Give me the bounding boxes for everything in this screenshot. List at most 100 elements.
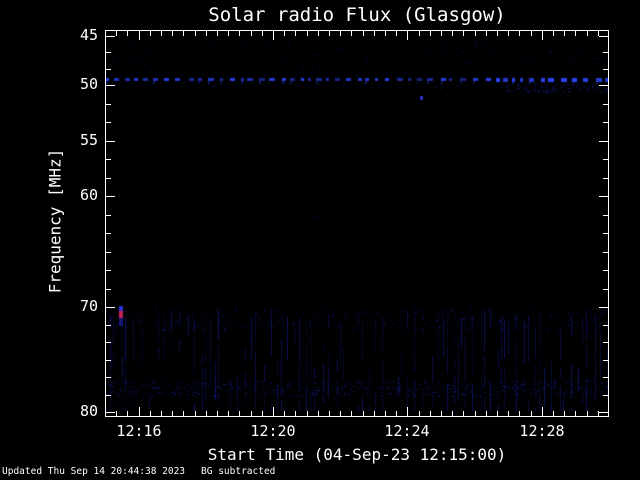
axis-tick [407, 407, 408, 416]
axis-tick [351, 411, 352, 416]
axis-tick [262, 411, 263, 416]
axis-tick [441, 31, 442, 36]
axis-tick [519, 411, 520, 416]
axis-tick [599, 141, 608, 142]
axis-tick [542, 407, 543, 416]
x-tick-label: 12:28 [519, 422, 565, 440]
axis-tick [599, 85, 608, 86]
axis-tick [106, 252, 111, 253]
axis-tick [106, 85, 115, 86]
axis-tick [351, 31, 352, 36]
axis-tick [603, 325, 608, 326]
axis-tick [475, 411, 476, 416]
status-footer: Updated Thu Sep 14 20:44:38 2023 BG subtr… [2, 466, 275, 478]
axis-tick [106, 122, 111, 123]
y-tick-label: 80 [79, 402, 98, 420]
axis-tick [106, 325, 111, 326]
axis-tick [228, 31, 229, 36]
axis-tick [295, 31, 296, 36]
y-tick-label: 55 [79, 131, 98, 149]
axis-tick [575, 411, 576, 416]
axis-tick [603, 104, 608, 105]
axis-tick [497, 411, 498, 416]
axis-tick [340, 31, 341, 36]
axis-tick [150, 411, 151, 416]
axis-tick [385, 31, 386, 36]
axis-tick [603, 122, 608, 123]
axis-tick [172, 411, 173, 416]
axis-tick [329, 31, 330, 36]
axis-tick [116, 411, 117, 416]
axis-tick [603, 289, 608, 290]
axis-tick [374, 31, 375, 36]
axis-tick [430, 31, 431, 36]
x-tick-label: 12:20 [250, 422, 296, 440]
axis-tick [217, 31, 218, 36]
axis-tick [603, 360, 608, 361]
axis-tick [139, 31, 140, 40]
axis-tick [106, 270, 111, 271]
axis-tick [497, 31, 498, 36]
axis-tick [239, 31, 240, 36]
axis-tick [463, 31, 464, 36]
axis-tick [419, 411, 420, 416]
axis-tick [106, 233, 111, 234]
chart-title: Solar radio Flux (Glasgow) [208, 4, 506, 26]
axis-tick [217, 411, 218, 416]
y-axis-label: Frequency [MHz] [45, 148, 65, 294]
axis-tick [284, 411, 285, 416]
axis-tick [603, 342, 608, 343]
axis-tick [295, 411, 296, 416]
axis-tick [553, 31, 554, 36]
axis-tick [508, 411, 509, 416]
axis-tick [318, 411, 319, 416]
axis-tick [195, 31, 196, 36]
axis-tick [575, 31, 576, 36]
axis-tick [603, 178, 608, 179]
axis-tick [363, 31, 364, 36]
y-tick-label: 50 [79, 75, 98, 93]
axis-tick [486, 31, 487, 36]
y-tick-label: 60 [79, 186, 98, 204]
axis-tick [374, 411, 375, 416]
axis-tick [172, 31, 173, 36]
axis-tick [553, 411, 554, 416]
axis-tick [106, 178, 111, 179]
axis-tick [587, 31, 588, 36]
y-tick-label: 70 [79, 297, 98, 315]
axis-tick [251, 31, 252, 36]
axis-tick [363, 411, 364, 416]
axis-tick [106, 141, 115, 142]
axis-tick [603, 395, 608, 396]
axis-tick [307, 31, 308, 36]
axis-tick [106, 196, 115, 197]
axis-tick [106, 360, 111, 361]
axis-tick [206, 411, 207, 416]
axis-tick [603, 159, 608, 160]
axis-tick [463, 411, 464, 416]
axis-tick [116, 31, 117, 36]
axis-tick [599, 307, 608, 308]
axis-tick [251, 411, 252, 416]
axis-tick [195, 411, 196, 416]
axis-tick [531, 31, 532, 36]
axis-tick [106, 412, 115, 413]
axis-tick [228, 411, 229, 416]
axis-tick [106, 159, 111, 160]
updated-timestamp: Updated Thu Sep 14 20:44:38 2023 [2, 466, 186, 477]
axis-tick [441, 411, 442, 416]
axis-tick [603, 215, 608, 216]
axis-tick [106, 69, 111, 70]
axis-tick [396, 31, 397, 36]
axis-tick [150, 31, 151, 36]
axis-tick [542, 31, 543, 40]
axis-tick [106, 377, 111, 378]
axis-tick [519, 31, 520, 36]
axis-tick [106, 52, 111, 53]
y-tick-label: 45 [79, 26, 98, 44]
axis-tick [598, 411, 599, 416]
axis-tick [603, 270, 608, 271]
axis-tick [508, 31, 509, 36]
axis-tick [106, 215, 111, 216]
axis-tick [307, 411, 308, 416]
